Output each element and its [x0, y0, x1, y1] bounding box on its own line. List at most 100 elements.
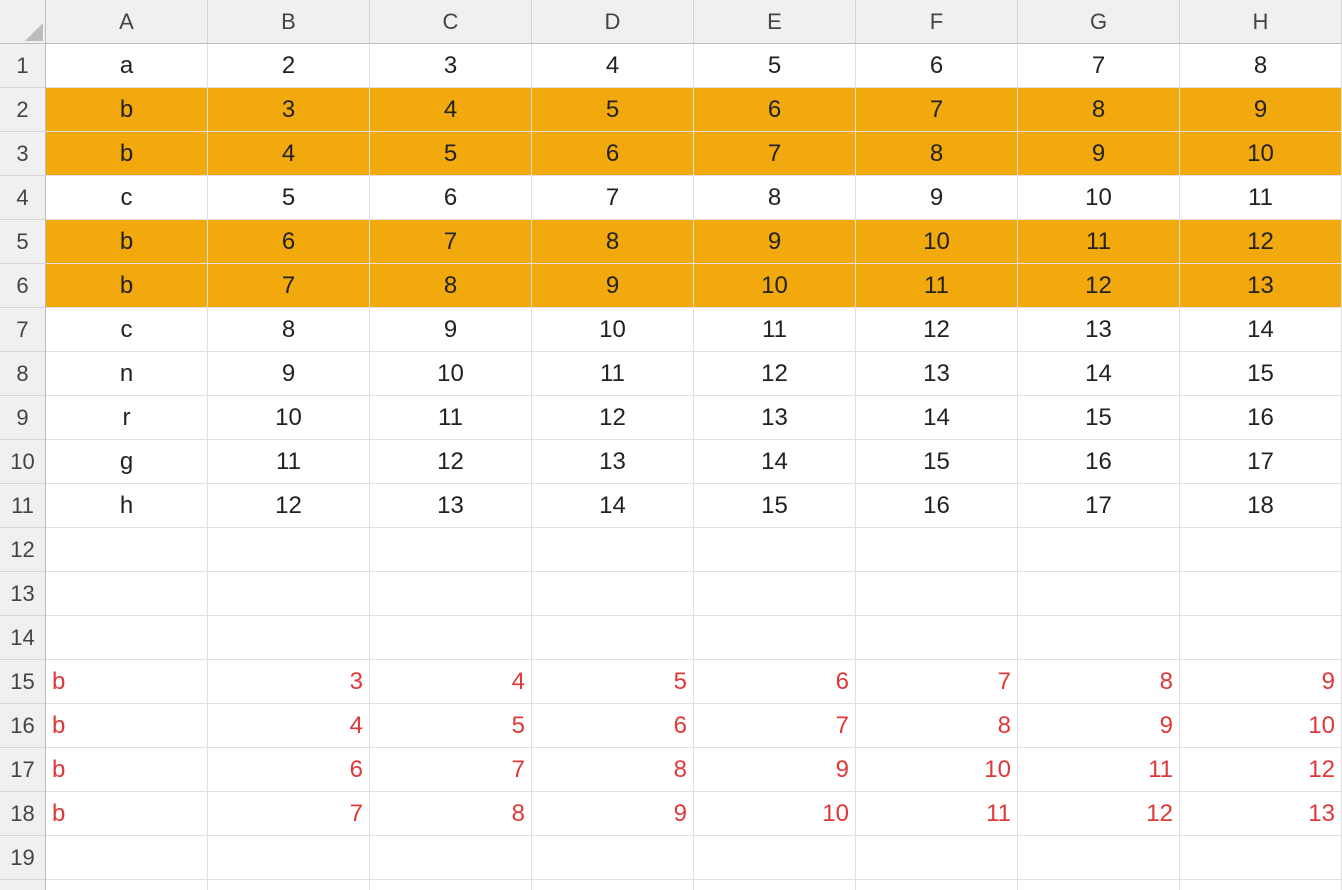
cell-F10[interactable]: 15	[856, 440, 1018, 484]
cell-E1[interactable]: 5	[694, 44, 856, 88]
cell-C17[interactable]: 7	[370, 748, 532, 792]
cell-G18[interactable]: 12	[1018, 792, 1180, 836]
cell-E15[interactable]: 6	[694, 660, 856, 704]
cell-A19[interactable]	[46, 836, 208, 880]
cell-F19[interactable]	[856, 836, 1018, 880]
cell-C20[interactable]	[370, 880, 532, 890]
cell-C9[interactable]: 11	[370, 396, 532, 440]
cell-E4[interactable]: 8	[694, 176, 856, 220]
cell-F8[interactable]: 13	[856, 352, 1018, 396]
row-header-1[interactable]: 1	[0, 44, 46, 88]
column-header-E[interactable]: E	[694, 0, 856, 44]
cell-B15[interactable]: 3	[208, 660, 370, 704]
cell-F18[interactable]: 11	[856, 792, 1018, 836]
cell-A7[interactable]: c	[46, 308, 208, 352]
cell-C5[interactable]: 7	[370, 220, 532, 264]
cell-B12[interactable]	[208, 528, 370, 572]
cell-H7[interactable]: 14	[1180, 308, 1342, 352]
cell-D1[interactable]: 4	[532, 44, 694, 88]
cell-A8[interactable]: n	[46, 352, 208, 396]
cell-F11[interactable]: 16	[856, 484, 1018, 528]
cell-G20[interactable]	[1018, 880, 1180, 890]
cell-D8[interactable]: 11	[532, 352, 694, 396]
cell-E2[interactable]: 6	[694, 88, 856, 132]
select-all-corner[interactable]	[0, 0, 46, 44]
cell-B11[interactable]: 12	[208, 484, 370, 528]
cell-C18[interactable]: 8	[370, 792, 532, 836]
cell-C4[interactable]: 6	[370, 176, 532, 220]
column-header-B[interactable]: B	[208, 0, 370, 44]
cell-B13[interactable]	[208, 572, 370, 616]
cell-C8[interactable]: 10	[370, 352, 532, 396]
row-header-2[interactable]: 2	[0, 88, 46, 132]
cell-F3[interactable]: 8	[856, 132, 1018, 176]
cell-H14[interactable]	[1180, 616, 1342, 660]
cell-D14[interactable]	[532, 616, 694, 660]
cell-B19[interactable]	[208, 836, 370, 880]
cell-G11[interactable]: 17	[1018, 484, 1180, 528]
cell-B16[interactable]: 4	[208, 704, 370, 748]
cell-G6[interactable]: 12	[1018, 264, 1180, 308]
row-header-5[interactable]: 5	[0, 220, 46, 264]
cell-C12[interactable]	[370, 528, 532, 572]
column-header-D[interactable]: D	[532, 0, 694, 44]
cell-A10[interactable]: g	[46, 440, 208, 484]
row-header-17[interactable]: 17	[0, 748, 46, 792]
cell-D6[interactable]: 9	[532, 264, 694, 308]
cell-H11[interactable]: 18	[1180, 484, 1342, 528]
cell-F5[interactable]: 10	[856, 220, 1018, 264]
cell-C16[interactable]: 5	[370, 704, 532, 748]
column-header-G[interactable]: G	[1018, 0, 1180, 44]
cell-G19[interactable]	[1018, 836, 1180, 880]
cell-B3[interactable]: 4	[208, 132, 370, 176]
cell-B20[interactable]	[208, 880, 370, 890]
cell-H17[interactable]: 12	[1180, 748, 1342, 792]
cell-A11[interactable]: h	[46, 484, 208, 528]
cell-H18[interactable]: 13	[1180, 792, 1342, 836]
cell-A20[interactable]	[46, 880, 208, 890]
cell-H9[interactable]: 16	[1180, 396, 1342, 440]
cell-H6[interactable]: 13	[1180, 264, 1342, 308]
row-header-16[interactable]: 16	[0, 704, 46, 748]
cell-D5[interactable]: 8	[532, 220, 694, 264]
cell-B4[interactable]: 5	[208, 176, 370, 220]
cell-E19[interactable]	[694, 836, 856, 880]
cell-D13[interactable]	[532, 572, 694, 616]
column-header-A[interactable]: A	[46, 0, 208, 44]
cell-G10[interactable]: 16	[1018, 440, 1180, 484]
cell-F17[interactable]: 10	[856, 748, 1018, 792]
row-header-12[interactable]: 12	[0, 528, 46, 572]
cell-F4[interactable]: 9	[856, 176, 1018, 220]
row-header-14[interactable]: 14	[0, 616, 46, 660]
cell-B18[interactable]: 7	[208, 792, 370, 836]
cell-D3[interactable]: 6	[532, 132, 694, 176]
cell-D7[interactable]: 10	[532, 308, 694, 352]
cell-E14[interactable]	[694, 616, 856, 660]
cell-E6[interactable]: 10	[694, 264, 856, 308]
cell-D15[interactable]: 5	[532, 660, 694, 704]
cell-F7[interactable]: 12	[856, 308, 1018, 352]
cell-C13[interactable]	[370, 572, 532, 616]
cell-C11[interactable]: 13	[370, 484, 532, 528]
cell-E3[interactable]: 7	[694, 132, 856, 176]
cell-H8[interactable]: 15	[1180, 352, 1342, 396]
cell-H12[interactable]	[1180, 528, 1342, 572]
cell-D12[interactable]	[532, 528, 694, 572]
row-header-13[interactable]: 13	[0, 572, 46, 616]
cell-G17[interactable]: 11	[1018, 748, 1180, 792]
cell-F12[interactable]	[856, 528, 1018, 572]
cell-F20[interactable]	[856, 880, 1018, 890]
cell-H10[interactable]: 17	[1180, 440, 1342, 484]
cell-A2[interactable]: b	[46, 88, 208, 132]
cell-H20[interactable]	[1180, 880, 1342, 890]
cell-D11[interactable]: 14	[532, 484, 694, 528]
cell-F2[interactable]: 7	[856, 88, 1018, 132]
cell-B14[interactable]	[208, 616, 370, 660]
column-header-H[interactable]: H	[1180, 0, 1342, 44]
row-header-8[interactable]: 8	[0, 352, 46, 396]
cell-G2[interactable]: 8	[1018, 88, 1180, 132]
cell-C14[interactable]	[370, 616, 532, 660]
cell-D17[interactable]: 8	[532, 748, 694, 792]
cell-C15[interactable]: 4	[370, 660, 532, 704]
cell-A1[interactable]: a	[46, 44, 208, 88]
